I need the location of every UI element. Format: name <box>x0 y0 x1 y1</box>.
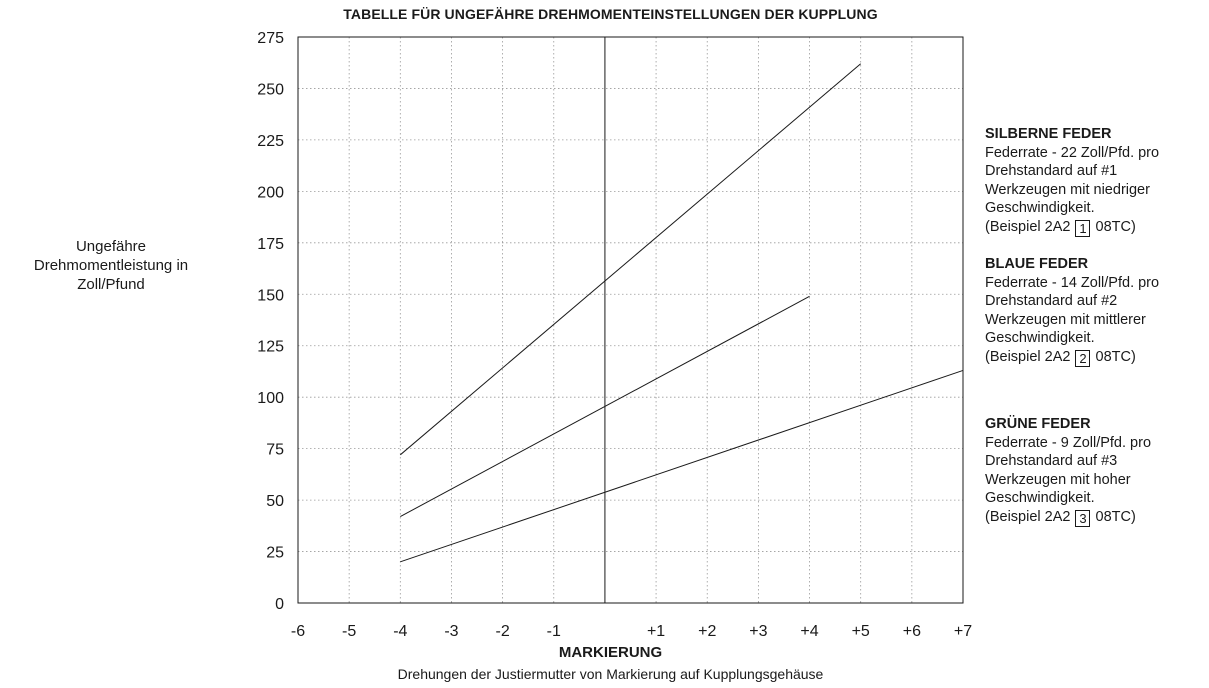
x-tick-label: +3 <box>749 623 767 640</box>
example-prefix: (Beispiel 2A2 <box>985 348 1071 365</box>
legend-heading: SILBERNE FEDER <box>985 126 1112 142</box>
y-tick-label: 200 <box>257 184 284 201</box>
legend-line: Drehstandard auf #1 <box>985 163 1118 179</box>
example-box-number: 1 <box>1075 219 1091 237</box>
series-line <box>399 63 862 456</box>
series-lines <box>399 63 964 563</box>
legend-heading: GRÜNE FEDER <box>985 416 1091 432</box>
legend-line: Geschwindigkeit. <box>985 490 1095 506</box>
legend-example: (Beispiel 2A2 3 08TC) <box>985 508 1209 527</box>
y-axis-label: Ungefähre Drehmomentleistung in Zoll/Pfu… <box>0 237 222 294</box>
x-tick-label: -1 <box>547 623 561 640</box>
legend-green-spring: GRÜNE FEDER Federrate - 9 Zoll/Pfd. pro … <box>985 415 1209 527</box>
legend-line: Geschwindigkeit. <box>985 200 1095 216</box>
legend-line: Federrate - 14 Zoll/Pfd. pro <box>985 274 1160 291</box>
y-tick-label: 25 <box>266 545 284 562</box>
example-suffix: 08TC) <box>1095 508 1136 525</box>
x-tick-label: +6 <box>903 623 921 640</box>
example-suffix: 08TC) <box>1095 218 1136 235</box>
legend-line: Werkzeugen mit mittlerer <box>985 311 1146 328</box>
y-tick-label: 275 <box>257 30 284 47</box>
legend-example: (Beispiel 2A2 2 08TC) <box>985 348 1209 367</box>
tick-labels: 0 25 50 75 100 125 150 175 200 225 250 275 -6 -5 -4 -3 -… <box>257 30 972 640</box>
x-axis-label: MARKIERUNG <box>558 644 663 661</box>
legend-line: Drehstandard auf #2 <box>985 293 1118 309</box>
legend-silver-spring: SILBERNE FEDER Federrate - 22 Zoll/Pfd. … <box>985 125 1209 237</box>
legend-line: Werkzeugen mit niedriger <box>985 181 1150 198</box>
y-tick-label: 225 <box>257 133 284 150</box>
legend-line: Geschwindigkeit. <box>985 330 1095 346</box>
legend-heading: BLAUE FEDER <box>985 256 1089 272</box>
legend-blue-spring: BLAUE FEDER Federrate - 14 Zoll/Pfd. pro… <box>985 255 1209 367</box>
x-tick-label: -3 <box>444 623 458 640</box>
x-tick-label: -4 <box>393 623 407 640</box>
x-axis-sublabel: Drehungen der Justiermutter von Markieru… <box>397 666 824 682</box>
example-prefix: (Beispiel 2A2 <box>985 218 1071 235</box>
grid <box>298 37 963 603</box>
y-tick-label: 175 <box>257 236 284 253</box>
y-axis-label-line: Drehmomentleistung in <box>33 257 189 274</box>
chart-title: TABELLE FÜR UNGEFÄHRE DREHMOMENTEINSTELL… <box>343 6 878 22</box>
x-tick-label: +5 <box>852 623 870 640</box>
x-tick-label: +4 <box>800 623 818 640</box>
series-line <box>400 369 964 563</box>
example-box-number: 2 <box>1075 349 1091 367</box>
example-prefix: (Beispiel 2A2 <box>985 508 1071 525</box>
x-tick-label: -6 <box>291 623 305 640</box>
y-tick-label: 250 <box>257 81 284 98</box>
legend-line: Federrate - 9 Zoll/Pfd. pro <box>985 434 1152 451</box>
axes <box>297 36 964 604</box>
x-tick-label: +7 <box>954 623 972 640</box>
example-box-number: 3 <box>1075 509 1091 527</box>
x-tick-label: +1 <box>647 623 665 640</box>
y-tick-label: 50 <box>266 493 284 510</box>
series-line <box>400 295 810 517</box>
y-tick-label: 125 <box>257 339 284 356</box>
y-tick-label: 0 <box>275 596 284 613</box>
legend-line: Drehstandard auf #3 <box>985 453 1118 469</box>
legend-line: Werkzeugen mit hoher <box>985 471 1131 488</box>
y-tick-label: 75 <box>266 442 284 459</box>
x-tick-label: +2 <box>698 623 716 640</box>
plot-frame <box>297 36 964 604</box>
y-tick-label: 150 <box>257 287 284 304</box>
y-axis-label-line: Zoll/Pfund <box>77 276 145 293</box>
legend-line: Federrate - 22 Zoll/Pfd. pro <box>985 144 1160 161</box>
example-suffix: 08TC) <box>1095 348 1136 365</box>
x-tick-label: -2 <box>495 623 509 640</box>
legend-example: (Beispiel 2A2 1 08TC) <box>985 218 1209 237</box>
y-tick-label: 100 <box>257 390 284 407</box>
y-axis-label-line: Ungefähre <box>75 238 147 255</box>
x-tick-label: -5 <box>342 623 356 640</box>
